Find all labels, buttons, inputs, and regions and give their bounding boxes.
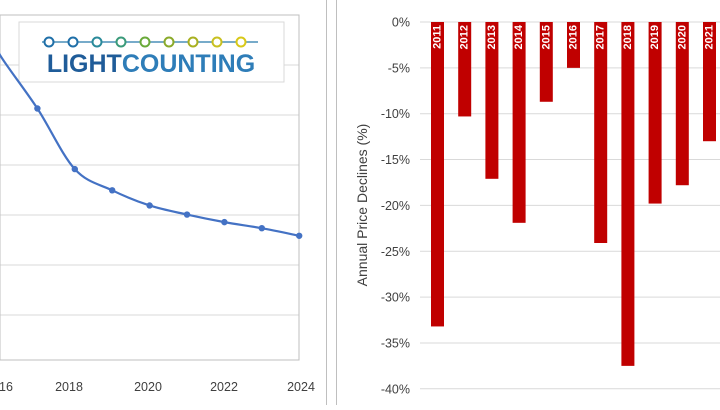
left-grid [0, 64, 299, 316]
bar-category-label: 2018 [622, 25, 634, 49]
bar-category-label: 2017 [595, 25, 607, 49]
line-point [34, 105, 41, 112]
x-tick-label: 16 [0, 380, 13, 394]
bar [512, 22, 526, 223]
bar-category-label: 2013 [486, 25, 498, 49]
line-point [221, 218, 228, 226]
right-y-tick-labels: 0% -5% -10% -15% -20% -25% -30% -35% -40% [381, 16, 410, 397]
logo-dot [43, 36, 55, 48]
y-tick-label: -40% [381, 382, 410, 396]
logo-dot [211, 36, 223, 48]
bar [675, 22, 689, 186]
y-tick-label: -30% [381, 291, 410, 305]
bar [539, 22, 553, 102]
logo-dot [115, 36, 127, 48]
x-tick-label: 2020 [134, 380, 162, 394]
line-point [109, 187, 116, 194]
y-tick-label: 0% [392, 16, 410, 30]
left-chart-panel: LIGHTCOUNTING 16 2018 2020 2022 2024 [0, 0, 327, 405]
line-point [146, 202, 153, 209]
logo-dots [43, 36, 247, 48]
logo-dot [187, 36, 199, 48]
logo-text-light: LIGHT [47, 50, 122, 78]
price-trend-points [34, 105, 303, 239]
bar-category-label: 2014 [513, 24, 525, 49]
annual-price-declines-bar-chart: 0% -5% -10% -15% -20% -25% -30% -35% -40% Annual… [354, 16, 720, 397]
bar-category-label: 2020 [676, 25, 688, 49]
y-tick-label: -35% [381, 336, 410, 350]
logo-dot [67, 36, 79, 48]
line-point [71, 165, 79, 173]
x-tick-label: 2022 [210, 380, 238, 394]
bar [567, 22, 580, 68]
left-x-tick-labels: 16 2018 2020 2022 2024 [0, 380, 315, 394]
right-chart-panel: 0% -5% -10% -15% -20% -25% -30% -35% -40% Annual… [336, 0, 720, 405]
bar-category-label: 2011 [432, 25, 444, 49]
y-tick-label: -20% [381, 199, 410, 213]
logo-box [18, 21, 285, 83]
logo-dot [235, 36, 247, 48]
logo-dot [139, 36, 151, 48]
plot-area-border [0, 14, 300, 361]
bar-category-label: 2019 [649, 25, 661, 49]
y-tick-label: -5% [388, 61, 410, 75]
bar-category-label: 2015 [540, 25, 552, 49]
bar-category-labels: 2011 2012 2013 2014 2015 2016 2017 2018 2019 2020… [432, 24, 716, 49]
bar [703, 22, 716, 142]
bar [458, 22, 472, 117]
bar [621, 22, 635, 366]
x-tick-label: 2024 [287, 380, 315, 394]
line-point [258, 224, 265, 232]
y-tick-label: -15% [381, 153, 410, 167]
bar [648, 22, 662, 204]
y-tick-label: -10% [381, 107, 410, 121]
line-point [296, 232, 303, 239]
bar-category-label: 2021 [704, 25, 716, 49]
bar [485, 22, 499, 179]
bar-category-label: 2016 [568, 25, 580, 49]
y-axis-title: Annual Price Declines (%) [354, 124, 370, 287]
y-tick-label: -25% [381, 245, 410, 259]
bar [594, 22, 608, 243]
line-point [183, 211, 191, 218]
lightcounting-logo: LIGHTCOUNTING [18, 21, 285, 83]
bar-category-label: 2012 [459, 25, 471, 49]
price-trend-series-line [0, 52, 300, 237]
bar [431, 22, 444, 327]
logo-dot [163, 36, 175, 48]
bar-series [431, 22, 716, 366]
x-tick-label: 2018 [55, 380, 83, 394]
logo-dot [91, 36, 103, 48]
logo-text-counting: COUNTING [122, 50, 255, 78]
price-trend-line-chart: LIGHTCOUNTING 16 2018 2020 2022 2024 [0, 14, 315, 394]
logo-text: LIGHTCOUNTING [47, 50, 255, 78]
